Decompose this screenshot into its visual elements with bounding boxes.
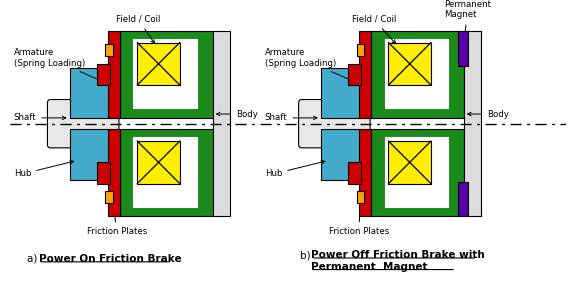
Text: Body: Body — [217, 110, 257, 118]
Bar — [348, 64, 361, 85]
Text: Armature
(Spring Loading): Armature (Spring Loading) — [265, 48, 354, 82]
Text: Field / Coil: Field / Coil — [352, 15, 396, 43]
Text: Shaft: Shaft — [14, 114, 66, 122]
FancyBboxPatch shape — [47, 100, 119, 148]
Bar — [357, 191, 365, 203]
Bar — [385, 137, 448, 207]
Text: Power On Friction Brake: Power On Friction Brake — [39, 254, 181, 264]
Bar — [359, 130, 371, 217]
Bar — [134, 39, 197, 108]
Bar — [70, 68, 110, 118]
Bar — [359, 31, 371, 118]
Bar — [321, 68, 361, 118]
Bar — [458, 31, 468, 66]
Text: Hub: Hub — [265, 160, 325, 178]
Bar — [348, 162, 361, 184]
Text: Friction Plates: Friction Plates — [328, 191, 389, 237]
Bar — [105, 191, 113, 203]
Text: Body: Body — [468, 110, 509, 118]
Bar — [137, 43, 180, 85]
Bar — [137, 141, 180, 184]
Bar — [108, 130, 120, 217]
Bar — [458, 182, 468, 217]
Bar — [120, 31, 213, 118]
Bar — [105, 45, 113, 56]
Text: Permanent
Magnet: Permanent Magnet — [445, 0, 491, 60]
Bar — [388, 43, 431, 85]
Bar — [321, 130, 361, 180]
Text: Hub: Hub — [14, 160, 74, 178]
Text: b): b) — [300, 250, 313, 260]
Text: Armature
(Spring Loading): Armature (Spring Loading) — [14, 48, 103, 82]
Bar — [357, 45, 365, 56]
Bar — [371, 130, 464, 217]
Text: a): a) — [27, 254, 41, 264]
Text: Permanent  Magnet: Permanent Magnet — [311, 262, 428, 272]
Bar — [97, 64, 110, 85]
Text: Field / Coil: Field / Coil — [116, 15, 160, 43]
Bar — [70, 130, 110, 180]
Bar — [97, 162, 110, 184]
FancyBboxPatch shape — [298, 100, 370, 148]
Bar — [464, 31, 481, 217]
Text: Friction Plates: Friction Plates — [87, 191, 147, 237]
Bar — [371, 31, 464, 118]
Bar — [120, 130, 213, 217]
Bar — [134, 137, 197, 207]
Bar — [388, 141, 431, 184]
Bar — [213, 31, 230, 217]
Bar — [108, 31, 120, 118]
Text: Shaft: Shaft — [265, 114, 317, 122]
Bar — [385, 39, 448, 108]
Text: Power Off Friction Brake with: Power Off Friction Brake with — [311, 250, 485, 260]
